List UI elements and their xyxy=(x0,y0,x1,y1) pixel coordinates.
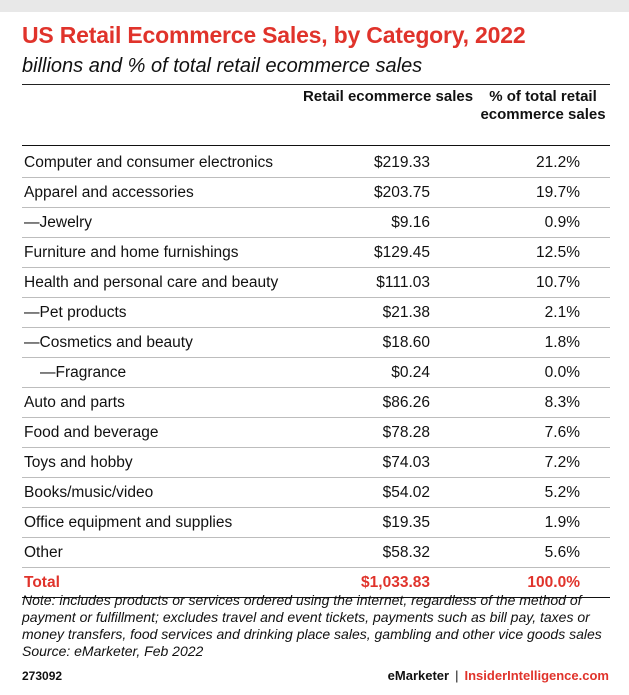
table-row: Food and beverage $78.28 7.6% xyxy=(22,417,610,448)
chart-id: 273092 xyxy=(22,669,63,683)
row-label: —Fragrance xyxy=(22,357,280,388)
table-row: —Pet products $21.38 2.1% xyxy=(22,297,610,328)
row-label: —Jewelry xyxy=(22,207,280,238)
row-sales-value: $111.03 xyxy=(280,267,430,298)
row-percent-value: 10.7% xyxy=(430,267,610,298)
table-row: Toys and hobby $74.03 7.2% xyxy=(22,447,610,478)
column-header-percent: % of total retail ecommerce sales xyxy=(480,88,606,123)
table-row: Computer and consumer electronics $219.33… xyxy=(22,148,610,178)
row-percent-value: 2.1% xyxy=(430,297,610,328)
row-label: Other xyxy=(22,537,280,568)
brand-emarketer: eMarketer xyxy=(387,668,450,683)
table-row: —Fragrance $0.24 0.0% xyxy=(22,357,610,388)
row-sales-value: $203.75 xyxy=(280,177,430,208)
brand-insider-intelligence-link[interactable]: InsiderIntelligence.com xyxy=(464,668,610,683)
footnote: Note: includes products or services orde… xyxy=(22,592,622,660)
chart-subtitle: billions and % of total retail ecommerce… xyxy=(22,55,423,77)
table-row: Auto and parts $86.26 8.3% xyxy=(22,387,610,418)
total-sales-value: $1,033.83 xyxy=(280,567,430,598)
top-rule xyxy=(22,84,610,85)
row-percent-value: 0.0% xyxy=(430,357,610,388)
table-row: Health and personal care and beauty $111.… xyxy=(22,267,610,298)
row-label: Furniture and home furnishings xyxy=(22,237,280,268)
row-sales-value: $0.24 xyxy=(280,357,430,388)
row-sales-value: $18.60 xyxy=(280,327,430,358)
row-percent-value: 21.2% xyxy=(430,148,610,178)
note-text: Note: includes products or services orde… xyxy=(22,592,602,642)
row-sales-value: $74.03 xyxy=(280,447,430,478)
row-sales-value: $78.28 xyxy=(280,417,430,448)
row-sales-value: $9.16 xyxy=(280,207,430,238)
total-percent-value: 100.0% xyxy=(430,567,610,598)
row-label: Health and personal care and beauty xyxy=(22,267,280,298)
total-label: Total xyxy=(22,567,280,598)
brand-separator: | xyxy=(455,668,459,683)
row-sales-value: $54.02 xyxy=(280,477,430,508)
row-label: Office equipment and supplies xyxy=(22,507,280,538)
row-label: Toys and hobby xyxy=(22,447,280,478)
row-label: Auto and parts xyxy=(22,387,280,418)
row-label: Food and beverage xyxy=(22,417,280,448)
table-row: —Jewelry $9.16 0.9% xyxy=(22,207,610,238)
header-rule xyxy=(22,145,610,146)
row-percent-value: 5.2% xyxy=(430,477,610,508)
column-header-sales: Retail ecommerce sales xyxy=(302,88,474,105)
row-sales-value: $21.38 xyxy=(280,297,430,328)
row-label: Books/music/video xyxy=(22,477,280,508)
row-sales-value: $19.35 xyxy=(280,507,430,538)
row-percent-value: 19.7% xyxy=(430,177,610,208)
table-row: Furniture and home furnishings $129.45 12.… xyxy=(22,237,610,268)
table-row: —Cosmetics and beauty $18.60 1.8% xyxy=(22,327,610,358)
row-sales-value: $129.45 xyxy=(280,237,430,268)
row-percent-value: 8.3% xyxy=(430,387,610,418)
sales-table: Computer and consumer electronics $219.33… xyxy=(22,148,610,598)
row-sales-value: $58.32 xyxy=(280,537,430,568)
row-sales-value: $219.33 xyxy=(280,148,430,178)
top-bar xyxy=(0,0,629,12)
row-sales-value: $86.26 xyxy=(280,387,430,418)
table-row: Office equipment and supplies $19.35 1.9% xyxy=(22,507,610,538)
footer-brand: eMarketer | InsiderIntelligence.com xyxy=(388,668,609,683)
table-row: Books/music/video $54.02 5.2% xyxy=(22,477,610,508)
table-row: Other $58.32 5.6% xyxy=(22,537,610,568)
row-percent-value: 7.6% xyxy=(430,417,610,448)
row-percent-value: 1.8% xyxy=(430,327,610,358)
row-percent-value: 12.5% xyxy=(430,237,610,268)
chart-title: US Retail Ecommerce Sales, by Category, … xyxy=(22,22,526,48)
row-percent-value: 7.2% xyxy=(430,447,610,478)
row-percent-value: 0.9% xyxy=(430,207,610,238)
row-percent-value: 5.6% xyxy=(430,537,610,568)
source-text: Source: eMarketer, Feb 2022 xyxy=(22,643,204,659)
row-label: —Cosmetics and beauty xyxy=(22,327,280,358)
row-label: —Pet products xyxy=(22,297,280,328)
row-label: Apparel and accessories xyxy=(22,177,280,208)
total-row: Total $1,033.83 100.0% xyxy=(22,567,610,598)
row-label: Computer and consumer electronics xyxy=(22,148,280,178)
table-body: Computer and consumer electronics $219.33… xyxy=(22,148,610,598)
row-percent-value: 1.9% xyxy=(430,507,610,538)
table-row: Apparel and accessories $203.75 19.7% xyxy=(22,177,610,208)
